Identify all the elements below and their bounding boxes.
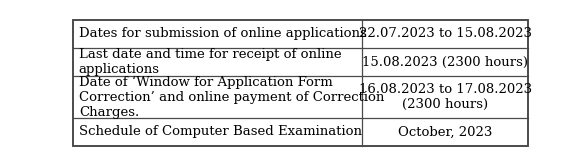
Text: Date of ‘Window for Application Form
Correction’ and online payment of Correctio: Date of ‘Window for Application Form Cor… (79, 75, 384, 119)
Text: Dates for submission of online applications: Dates for submission of online applicati… (79, 27, 367, 40)
Text: 16.08.2023 to 17.08.2023
(2300 hours): 16.08.2023 to 17.08.2023 (2300 hours) (359, 83, 532, 111)
Text: 15.08.2023 (2300 hours): 15.08.2023 (2300 hours) (362, 56, 528, 69)
Text: Last date and time for receipt of online
applications: Last date and time for receipt of online… (79, 48, 342, 76)
Text: October, 2023: October, 2023 (398, 125, 492, 138)
Text: Schedule of Computer Based Examination: Schedule of Computer Based Examination (79, 125, 362, 138)
Text: 22.07.2023 to 15.08.2023: 22.07.2023 to 15.08.2023 (359, 27, 532, 40)
